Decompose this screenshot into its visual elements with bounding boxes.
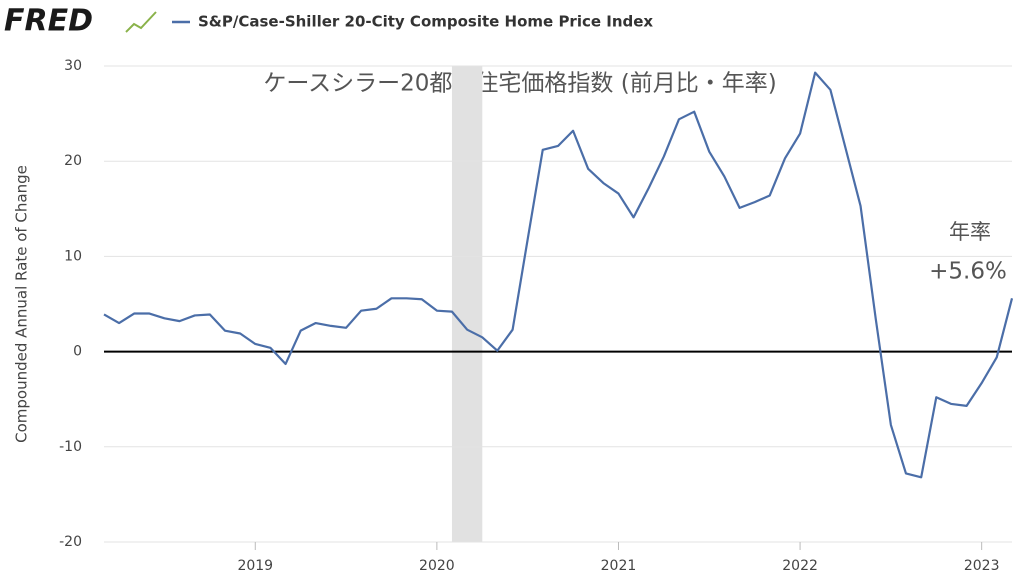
x-tick-label: 2019 <box>237 558 273 574</box>
series-line <box>103 71 1014 479</box>
y-tick-label: 10 <box>64 248 82 264</box>
logo[interactable]: FRED <box>4 4 93 39</box>
chart-title: ケースシラー20都市住宅価格指数 (前月比・年率) <box>263 71 776 97</box>
y-tick-label: -20 <box>59 534 82 550</box>
logo-icon <box>125 11 157 33</box>
annotation: +5.6% <box>929 259 1007 285</box>
x-tick-label: 2021 <box>601 558 637 574</box>
y-tick-label: 0 <box>73 344 82 360</box>
x-tick-label: 2022 <box>782 558 818 574</box>
legend-label: S&P/Case-Shiller 20-City Composite Home … <box>198 13 653 31</box>
y-tick-label: -10 <box>59 439 82 455</box>
x-tick-label: 2023 <box>964 558 1000 574</box>
y-tick-label: 30 <box>64 58 82 74</box>
y-axis-label: Compounded Annual Rate of Change <box>13 165 31 443</box>
x-tick-label: 2020 <box>419 558 455 574</box>
annotation: 年率 <box>949 220 991 244</box>
recession-shade <box>451 66 483 542</box>
y-tick-label: 20 <box>64 153 82 169</box>
